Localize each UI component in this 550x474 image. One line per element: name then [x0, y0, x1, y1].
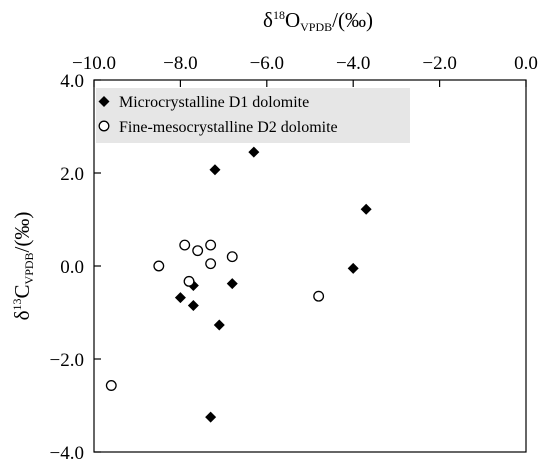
- x-tick-label: −10.0: [72, 53, 116, 74]
- legend-marker-d1: [98, 96, 110, 107]
- y-axis-ticks: 4.0 2.0 0.0 −2.0 −4.0: [50, 71, 101, 464]
- data-point-d1: [360, 203, 372, 215]
- y-tick-label: −2.0: [50, 350, 84, 371]
- data-point-d2: [205, 258, 217, 270]
- data-points: [105, 146, 372, 423]
- data-point-d1: [187, 300, 199, 312]
- x-axis-ticks: −10.0 −8.0 −6.0 −4.0 −2.0 0.0: [72, 53, 538, 87]
- y-tick-label: −4.0: [50, 443, 84, 464]
- data-point-d1: [347, 262, 359, 274]
- y-tick-label: 4.0: [60, 71, 84, 92]
- x-tick-label: −8.0: [163, 53, 197, 74]
- y-axis-title: δ13CVPDB/(‰): [10, 212, 36, 321]
- data-point-d2: [226, 251, 238, 263]
- data-point-d2: [205, 239, 217, 251]
- data-point-d2: [183, 275, 195, 287]
- legend-marker-d2: [98, 120, 110, 132]
- x-axis-title-unit: /(‰): [332, 8, 373, 32]
- x-axis-title-delta: δ: [263, 8, 273, 32]
- y-axis-title-sup: 13: [10, 298, 24, 310]
- legend: Microcrystalline D1 dolomite Fine-mesocr…: [96, 88, 410, 143]
- y-axis-title-sub: VPDB: [22, 252, 36, 284]
- data-point-d2: [153, 260, 165, 272]
- data-point-d1: [205, 411, 217, 423]
- legend-background: [96, 88, 410, 143]
- data-point-d1: [174, 292, 186, 304]
- x-axis-title-element: O: [285, 8, 300, 32]
- y-axis-title-unit: /(‰): [10, 212, 34, 253]
- data-point-d1: [209, 164, 221, 176]
- y-tick-label: 2.0: [60, 164, 84, 185]
- x-axis-title-sup: 18: [273, 8, 285, 22]
- y-axis-title-element: C: [10, 284, 34, 298]
- data-point-d2: [192, 245, 204, 257]
- x-tick-label: −4.0: [336, 53, 370, 74]
- legend-label-d1: Microcrystalline D1 dolomite: [119, 94, 309, 111]
- x-axis-title: δ18OVPDB/(‰): [263, 8, 373, 34]
- y-tick-label: 0.0: [60, 257, 84, 278]
- x-axis-title-sub: VPDB: [300, 20, 332, 34]
- x-tick-label: 0.0: [514, 53, 538, 74]
- data-point-d1: [213, 319, 225, 331]
- legend-label-d2: Fine-mesocrystalline D2 dolomite: [119, 119, 338, 136]
- x-tick-label: −6.0: [250, 53, 284, 74]
- data-point-d2: [313, 290, 325, 302]
- data-point-d1: [248, 146, 260, 158]
- data-point-d1: [226, 278, 238, 290]
- y-axis-title-delta: δ: [10, 310, 34, 320]
- data-point-d2: [179, 239, 191, 251]
- x-tick-label: −2.0: [422, 53, 456, 74]
- data-point-d2: [105, 380, 117, 391]
